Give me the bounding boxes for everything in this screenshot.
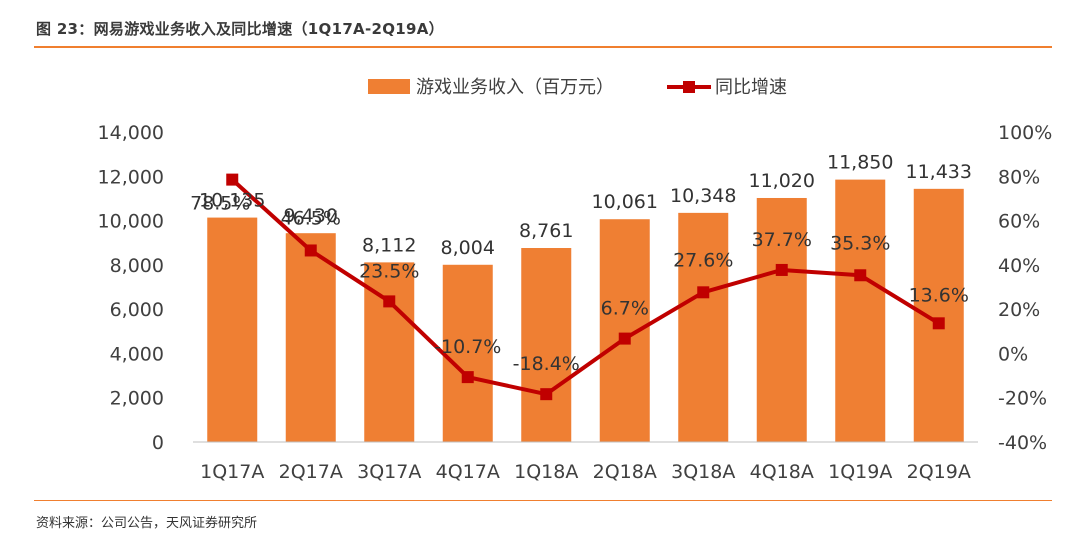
right-tick-label: 80% xyxy=(998,166,1040,188)
right-tick-label: 60% xyxy=(998,211,1040,233)
source-note: 资料来源：公司公告，天风证券研究所 xyxy=(36,516,258,531)
line-value-label: 23.5% xyxy=(359,260,419,282)
growth-point-2Q17A xyxy=(304,244,317,257)
legend-line-label: 同比增速 xyxy=(715,77,787,98)
bar-value-label: 10,348 xyxy=(670,185,736,207)
x-tick-label: 2Q17A xyxy=(279,461,343,483)
title-divider xyxy=(34,46,1052,48)
line-value-label: 46.5% xyxy=(281,207,341,229)
left-tick-label: 14,000 xyxy=(98,122,164,144)
growth-point-3Q17A xyxy=(383,295,396,308)
x-tick-label: 1Q17A xyxy=(200,461,264,483)
bar-3Q18A xyxy=(678,212,729,442)
growth-line xyxy=(230,178,940,397)
bar-2Q17A xyxy=(285,233,336,442)
right-tick-label: -20% xyxy=(998,388,1047,410)
bar-value-label: 8,761 xyxy=(519,220,573,242)
bar-value-label: 8,112 xyxy=(362,234,416,256)
legend-line-marker xyxy=(683,81,695,93)
line-value-label: 6.7% xyxy=(601,298,649,320)
left-tick-label: 4,000 xyxy=(110,343,164,365)
bar-1Q17A xyxy=(207,217,258,442)
growth-point-1Q17A xyxy=(226,173,239,186)
line-value-label: 37.7% xyxy=(752,229,812,251)
bar-4Q17A xyxy=(442,264,493,442)
x-tick-label: 4Q18A xyxy=(750,461,814,483)
left-tick-label: 2,000 xyxy=(110,388,164,410)
bar-1Q19A xyxy=(835,179,886,442)
growth-point-2Q18A xyxy=(618,332,631,345)
right-tick-label: 20% xyxy=(998,299,1040,321)
x-tick-label: 2Q18A xyxy=(593,461,657,483)
right-axis: -40% -20% 0% 20% 40% 60% 80% 100% xyxy=(998,122,1052,454)
x-axis: 1Q17A 2Q17A 3Q17A 4Q17A 1Q18A 2Q18A 3Q18A 4Q18A… xyxy=(193,441,978,483)
bar-value-label: 11,433 xyxy=(906,161,972,183)
bar-value-label: 10,061 xyxy=(592,191,658,213)
x-tick-label: 1Q18A xyxy=(514,461,578,483)
right-tick-label: 0% xyxy=(998,343,1028,365)
line-data-labels: 78.5% 46.5% 23.5% -10.7% -18.4% 6.7% 27.6% 37.7… xyxy=(190,193,969,376)
right-tick-label: 100% xyxy=(998,122,1052,144)
left-tick-label: 12,000 xyxy=(98,166,164,188)
line-value-label: 27.6% xyxy=(673,249,733,271)
growth-point-4Q17A xyxy=(461,371,474,384)
legend-bar-label: 游戏业务收入（百万元） xyxy=(416,77,614,98)
right-tick-label: 40% xyxy=(998,255,1040,277)
bar-2Q18A xyxy=(599,219,650,442)
bar-value-label: 10,135 xyxy=(199,190,265,212)
bar-2Q19A xyxy=(913,188,964,442)
bar-value-label: 11,850 xyxy=(827,152,893,174)
x-tick-label: 2Q19A xyxy=(907,461,971,483)
right-tick-label: -40% xyxy=(998,432,1047,454)
left-tick-label: 8,000 xyxy=(110,255,164,277)
x-tick-label: 3Q17A xyxy=(357,461,421,483)
left-tick-label: 10,000 xyxy=(98,211,164,233)
line-series xyxy=(226,173,945,401)
bar-value-label: 11,020 xyxy=(749,170,815,192)
legend-bar-swatch xyxy=(368,79,410,94)
bar-value-label: 9,430 xyxy=(284,205,338,227)
line-value-label: -10.7% xyxy=(434,336,501,358)
line-value-label: 13.6% xyxy=(909,284,969,306)
source-divider xyxy=(34,500,1052,501)
growth-point-1Q18A xyxy=(540,388,553,401)
x-tick-label: 1Q19A xyxy=(828,461,892,483)
growth-point-4Q18A xyxy=(775,263,788,276)
left-tick-label: 6,000 xyxy=(110,299,164,321)
x-tick-label: 4Q17A xyxy=(436,461,500,483)
figure-title: 图 23：网易游戏业务收入及同比增速（1Q17A-2Q19A） xyxy=(36,20,444,38)
line-value-label: 35.3% xyxy=(830,232,890,254)
x-tick-label: 3Q18A xyxy=(671,461,735,483)
growth-point-2Q19A xyxy=(932,317,945,330)
growth-point-1Q19A xyxy=(854,269,867,282)
left-axis: 0 2,000 4,000 6,000 8,000 10,000 12,000 14,000 xyxy=(98,122,164,454)
line-value-label: -18.4% xyxy=(513,353,580,375)
bar-value-label: 8,004 xyxy=(441,237,495,259)
left-tick-label: 0 xyxy=(152,432,164,454)
chart-legend: 游戏业务收入（百万元） 同比增速 xyxy=(368,77,787,98)
bar-data-labels: 10,135 9,430 8,112 8,004 8,761 10,061 10,348 11… xyxy=(199,152,972,259)
line-value-label: 78.5% xyxy=(190,193,250,215)
chart-canvas: 游戏业务收入（百万元） 同比增速 0 2,000 4,000 6,000 8,000 10,… xyxy=(98,77,1053,483)
growth-point-3Q18A xyxy=(697,286,710,299)
bar-4Q18A xyxy=(756,197,807,442)
bar-1Q18A xyxy=(521,248,572,442)
